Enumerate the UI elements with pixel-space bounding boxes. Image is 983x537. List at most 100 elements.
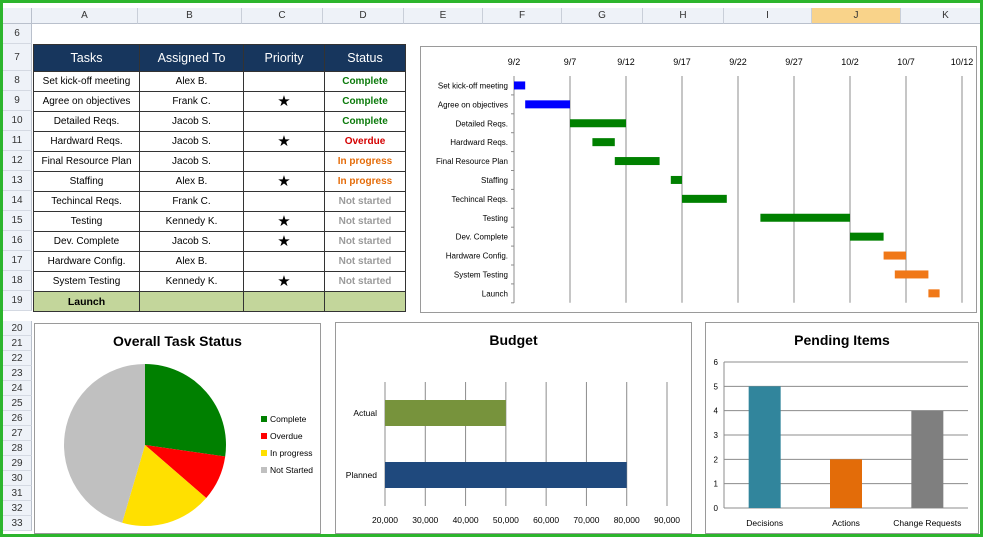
- priority-cell[interactable]: ★: [243, 171, 325, 192]
- header-assigned-to[interactable]: Assigned To: [139, 44, 244, 72]
- status-cell[interactable]: Complete: [324, 111, 406, 132]
- assigned-to-cell[interactable]: Kennedy K.: [139, 271, 244, 292]
- launch-cell[interactable]: Launch: [33, 291, 140, 312]
- row-header-30[interactable]: 30: [3, 471, 32, 486]
- priority-cell[interactable]: [243, 251, 325, 272]
- column-header-k[interactable]: K: [901, 8, 980, 24]
- row-header-8[interactable]: 8: [3, 71, 32, 91]
- status-cell[interactable]: Not started: [324, 211, 406, 232]
- header-status[interactable]: Status: [324, 44, 406, 72]
- status-cell[interactable]: Complete: [324, 91, 406, 112]
- row-header-14[interactable]: 14: [3, 191, 32, 211]
- status-cell[interactable]: Not started: [324, 191, 406, 212]
- status-cell[interactable]: In progress: [324, 171, 406, 192]
- row-header-24[interactable]: 24: [3, 381, 32, 396]
- row-header-26[interactable]: 26: [3, 411, 32, 426]
- task-name-cell[interactable]: Hardward Reqs.: [33, 131, 140, 152]
- row-header-7[interactable]: 7: [3, 44, 32, 71]
- assigned-to-cell[interactable]: Alex B.: [139, 171, 244, 192]
- assigned-to-cell[interactable]: Alex B.: [139, 251, 244, 272]
- gantt-bar: [682, 194, 727, 203]
- row-header-21[interactable]: 21: [3, 336, 32, 351]
- budget-x-tick-label: 70,000: [573, 515, 599, 525]
- task-name-cell[interactable]: Hardware Config.: [33, 251, 140, 272]
- row-header-33[interactable]: 33: [3, 516, 32, 531]
- row-header-23[interactable]: 23: [3, 366, 32, 381]
- assigned-to-cell[interactable]: Jacob S.: [139, 111, 244, 132]
- launch-empty-cell[interactable]: [139, 291, 244, 312]
- row-header-13[interactable]: 13: [3, 171, 32, 191]
- row-header-28[interactable]: 28: [3, 441, 32, 456]
- launch-empty-cell[interactable]: [243, 291, 325, 312]
- header-priority[interactable]: Priority: [243, 44, 325, 72]
- priority-cell[interactable]: ★: [243, 271, 325, 292]
- row-header-25[interactable]: 25: [3, 396, 32, 411]
- column-header-j[interactable]: J: [812, 8, 901, 24]
- column-header-h[interactable]: H: [643, 8, 724, 24]
- assigned-to-cell[interactable]: Frank C.: [139, 191, 244, 212]
- priority-cell[interactable]: [243, 71, 325, 92]
- column-header-g[interactable]: G: [562, 8, 643, 24]
- column-header-e[interactable]: E: [404, 8, 483, 24]
- assigned-to-cell[interactable]: Frank C.: [139, 91, 244, 112]
- assigned-to-cell[interactable]: Jacob S.: [139, 131, 244, 152]
- row-header-31[interactable]: 31: [3, 486, 32, 501]
- row-header-29[interactable]: 29: [3, 456, 32, 471]
- legend-item: Complete: [261, 410, 313, 427]
- row-header-19[interactable]: 19: [3, 291, 32, 311]
- gantt-bar: [883, 251, 906, 260]
- priority-cell[interactable]: ★: [243, 231, 325, 252]
- row-header-18[interactable]: 18: [3, 271, 32, 291]
- assigned-to-cell[interactable]: Jacob S.: [139, 231, 244, 252]
- row-header-17[interactable]: 17: [3, 251, 32, 271]
- status-cell[interactable]: Not started: [324, 251, 406, 272]
- assigned-to-cell[interactable]: Kennedy K.: [139, 211, 244, 232]
- status-cell[interactable]: Not started: [324, 231, 406, 252]
- select-all-corner[interactable]: [3, 8, 32, 24]
- priority-cell[interactable]: ★: [243, 211, 325, 232]
- row-header-6[interactable]: 6: [3, 24, 32, 44]
- task-name-cell[interactable]: Testing: [33, 211, 140, 232]
- task-name-cell[interactable]: Set kick-off meeting: [33, 71, 140, 92]
- priority-cell[interactable]: [243, 111, 325, 132]
- task-name-cell[interactable]: Detailed Reqs.: [33, 111, 140, 132]
- budget-category-label: Actual: [353, 408, 377, 418]
- status-cell[interactable]: In progress: [324, 151, 406, 172]
- task-name-cell[interactable]: Agree on objectives: [33, 91, 140, 112]
- task-name-cell[interactable]: Techincal Reqs.: [33, 191, 140, 212]
- column-header-d[interactable]: D: [323, 8, 404, 24]
- row-header-27[interactable]: 27: [3, 426, 32, 441]
- column-header-i[interactable]: I: [724, 8, 812, 24]
- status-cell[interactable]: Overdue: [324, 131, 406, 152]
- assigned-to-cell[interactable]: Jacob S.: [139, 151, 244, 172]
- column-header-f[interactable]: F: [483, 8, 562, 24]
- row-header-11[interactable]: 11: [3, 131, 32, 151]
- task-name-cell[interactable]: System Testing: [33, 271, 140, 292]
- pending-category-label: Decisions: [746, 518, 783, 528]
- header-tasks[interactable]: Tasks: [33, 44, 140, 72]
- row-header-20[interactable]: 20: [3, 321, 32, 336]
- row-header-10[interactable]: 10: [3, 111, 32, 131]
- priority-cell[interactable]: ★: [243, 91, 325, 112]
- column-header-b[interactable]: B: [138, 8, 242, 24]
- gantt-bar: [592, 138, 615, 147]
- launch-empty-cell[interactable]: [324, 291, 406, 312]
- priority-cell[interactable]: [243, 151, 325, 172]
- priority-cell[interactable]: [243, 191, 325, 212]
- assigned-to-cell[interactable]: Alex B.: [139, 71, 244, 92]
- task-name-cell[interactable]: Dev. Complete: [33, 231, 140, 252]
- task-name-cell[interactable]: Final Resource Plan: [33, 151, 140, 172]
- column-header-a[interactable]: A: [32, 8, 138, 24]
- task-name-cell[interactable]: Staffing: [33, 171, 140, 192]
- row-header-12[interactable]: 12: [3, 151, 32, 171]
- status-cell[interactable]: Complete: [324, 71, 406, 92]
- row-header-15[interactable]: 15: [3, 211, 32, 231]
- row-header-32[interactable]: 32: [3, 501, 32, 516]
- row-header-22[interactable]: 22: [3, 351, 32, 366]
- status-cell[interactable]: Not started: [324, 271, 406, 292]
- priority-cell[interactable]: ★: [243, 131, 325, 152]
- gantt-task-label: Hardward Reqs.: [450, 138, 508, 147]
- row-header-16[interactable]: 16: [3, 231, 32, 251]
- row-header-9[interactable]: 9: [3, 91, 32, 111]
- column-header-c[interactable]: C: [242, 8, 323, 24]
